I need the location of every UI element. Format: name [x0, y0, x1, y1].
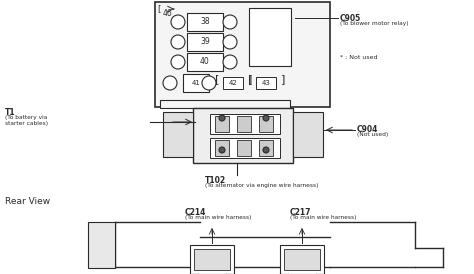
- Bar: [280, 245, 324, 274]
- Bar: [187, 33, 223, 51]
- Bar: [293, 112, 323, 157]
- Bar: [193, 108, 293, 163]
- Bar: [259, 140, 273, 156]
- Circle shape: [223, 15, 237, 29]
- Text: C214: C214: [185, 208, 206, 217]
- Bar: [237, 140, 251, 156]
- Bar: [155, 2, 330, 107]
- Bar: [215, 140, 229, 156]
- Text: ]: ]: [281, 74, 285, 84]
- Text: T102: T102: [205, 176, 226, 185]
- Text: (To alternator via engine wire harness): (To alternator via engine wire harness): [205, 183, 319, 188]
- Bar: [210, 138, 280, 158]
- Circle shape: [163, 76, 177, 90]
- Bar: [284, 249, 320, 270]
- Bar: [187, 13, 223, 31]
- Bar: [210, 114, 280, 134]
- Circle shape: [223, 55, 237, 69]
- Text: C217: C217: [290, 208, 311, 217]
- Bar: [190, 245, 234, 274]
- Circle shape: [219, 147, 225, 153]
- Text: [: [: [248, 74, 253, 84]
- Bar: [215, 116, 229, 132]
- Bar: [194, 249, 230, 270]
- Circle shape: [171, 55, 185, 69]
- Circle shape: [263, 115, 269, 121]
- Bar: [163, 112, 193, 157]
- Bar: [187, 53, 223, 71]
- Circle shape: [263, 147, 269, 153]
- Text: (To main wire harness): (To main wire harness): [185, 215, 252, 220]
- Circle shape: [202, 76, 216, 90]
- Bar: [249, 8, 291, 66]
- Circle shape: [171, 15, 185, 29]
- Text: C904: C904: [357, 125, 378, 134]
- Text: 40: 40: [200, 58, 210, 67]
- Text: 39: 39: [200, 38, 210, 47]
- Text: (Not used): (Not used): [357, 132, 388, 137]
- Text: [: [: [215, 74, 219, 84]
- Text: 38: 38: [200, 18, 210, 27]
- Text: * : Not used: * : Not used: [340, 55, 377, 60]
- Text: 43: 43: [262, 80, 271, 86]
- Circle shape: [219, 115, 225, 121]
- Text: [: [: [157, 4, 160, 13]
- Text: 41: 41: [191, 80, 201, 86]
- Bar: [223, 77, 243, 89]
- Text: C905: C905: [340, 14, 361, 23]
- Text: Rear View: Rear View: [5, 197, 50, 206]
- Text: T1: T1: [5, 108, 16, 117]
- Text: (To battery via
starter cables): (To battery via starter cables): [5, 115, 48, 126]
- Bar: [237, 116, 251, 132]
- Bar: [183, 74, 209, 92]
- Text: (To blower motor relay): (To blower motor relay): [340, 21, 409, 26]
- Circle shape: [171, 35, 185, 49]
- Bar: [160, 100, 290, 108]
- Bar: [256, 77, 276, 89]
- Bar: [88, 222, 115, 268]
- Bar: [259, 116, 273, 132]
- Circle shape: [223, 35, 237, 49]
- Text: (To main wire harness): (To main wire harness): [290, 215, 356, 220]
- Text: 42: 42: [228, 80, 237, 86]
- Text: 46: 46: [163, 9, 173, 18]
- Text: ]: ]: [248, 74, 252, 84]
